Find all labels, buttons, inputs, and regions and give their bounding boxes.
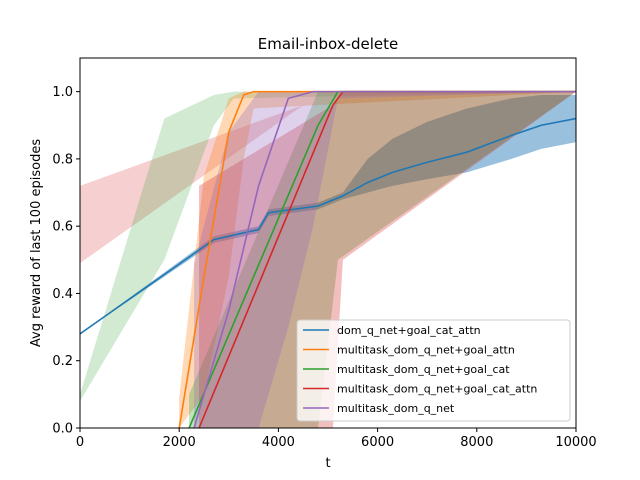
axes-frame [79,57,577,429]
lines-layer [80,90,576,428]
legend-label-multitask-dom-q-net: multitask_dom_q_net [337,402,455,415]
band-dom-q-net-goal-cat-attn [80,95,576,334]
band-multitask-goal-cat-attn [199,91,576,428]
y-ticks: 0.0 0.2 0.4 0.6 0.8 1.0 [52,85,80,437]
extra-band-0 [80,95,576,334]
legend-entries: dom_q_net+goal_cat_attn multitask_dom_q_n… [303,324,537,415]
y-axis-label: Avg reward of last 100 episodes [29,139,44,347]
x-axis-label: t [325,456,330,471]
bands-layer [80,91,576,428]
band-multitask-goal-cat [189,91,576,428]
x-tick-label-4000: 4000 [262,435,295,450]
series-line-multitask-dom-q-net [193,90,576,428]
x-tick-label-0: 0 [76,435,84,450]
series-line-multitask-goal-attn [178,90,576,428]
y-tick-label-3: 0.6 [52,220,73,235]
legend-label-dom-q-net-goal-cat-attn: dom_q_net+goal_cat_attn [337,324,481,337]
y-tick-label-4: 0.8 [52,152,73,167]
y-tick-label-1: 0.2 [52,354,73,369]
band-multitask-dom-q-net [194,91,576,428]
series-line-dom-q-net-goal-cat-attn [80,117,576,335]
extra-band-1 [80,105,304,428]
y-tick-label-0: 0.0 [52,422,73,437]
x-tick-label-10000: 10000 [555,435,596,450]
legend-label-multitask-goal-cat-attn: multitask_dom_q_net+goal_cat_attn [337,383,537,396]
legend-label-multitask-goal-cat: multitask_dom_q_net+goal_cat [337,363,510,376]
x-tick-label-6000: 6000 [361,435,394,450]
plot-area [79,57,577,429]
legend-box [296,319,571,422]
chart-title: Email-inbox-delete [258,35,399,53]
x-ticks: 0 2000 4000 6000 8000 10000 [76,428,597,450]
x-tick-label-2000: 2000 [163,435,196,450]
legend: dom_q_net+goal_cat_attn multitask_dom_q_n… [296,319,571,422]
x-tick-label-8000: 8000 [460,435,493,450]
legend-label-multitask-goal-attn: multitask_dom_q_net+goal_attn [337,344,515,357]
y-tick-label-2: 0.4 [52,287,73,302]
y-tick-label-5: 1.0 [52,85,73,100]
